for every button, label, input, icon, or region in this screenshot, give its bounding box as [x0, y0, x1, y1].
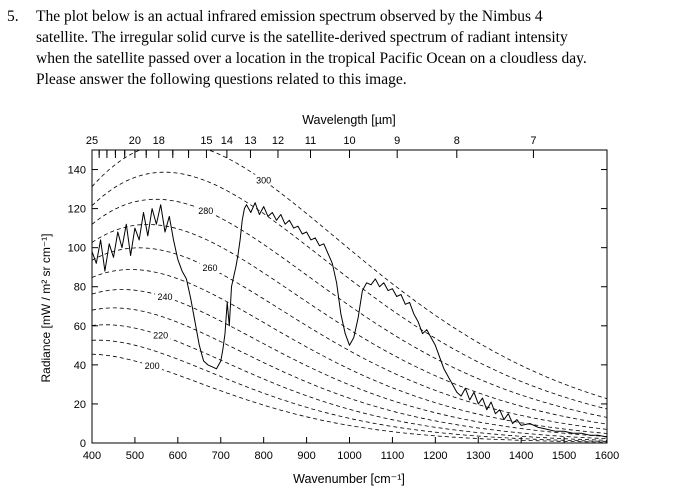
blackbody-label-bg	[200, 262, 221, 274]
x-tick-label: 1600	[595, 450, 619, 462]
question-line-3: when the satellite passed over a locatio…	[36, 50, 587, 67]
x-tick-label: 1400	[509, 450, 533, 462]
x-tick-label: 600	[169, 450, 187, 462]
y-tick-label: 140	[68, 165, 86, 177]
top-tick-label: 10	[343, 135, 355, 147]
y-tick-label: 100	[68, 243, 86, 255]
top-tick-label: 7	[530, 135, 536, 147]
x-tick-label: 1300	[466, 450, 490, 462]
blackbody-label-bg	[195, 204, 216, 216]
blackbody-curve-230	[92, 307, 607, 440]
x-tick-label: 500	[126, 450, 144, 462]
x-tick-label: 700	[212, 450, 230, 462]
y-axis-ticks: 0 20 40 60 80 100 120 140	[68, 165, 607, 450]
blackbody-label-bg	[150, 329, 171, 341]
x-axis-label: Wavenumber [cm⁻¹]	[293, 472, 405, 486]
y-axis-label: Radiance [mW / m² sr cm⁻¹]	[39, 233, 53, 382]
top-tick-label: 9	[394, 135, 400, 147]
top-axis-ticks: 25 20 18 15 14 13 12 11 10 9 8 7	[86, 135, 536, 158]
top-tick-label: 20	[129, 135, 141, 147]
x-tick-label: 800	[254, 450, 272, 462]
blackbody-label-240: 240	[157, 292, 172, 302]
top-tick-label: 14	[221, 135, 233, 147]
observed-spectrum-line	[92, 202, 607, 438]
x-tick-label: 1500	[552, 450, 576, 462]
blackbody-label-280: 280	[198, 206, 213, 216]
blackbody-label-200: 200	[145, 361, 160, 371]
y-tick-label: 60	[74, 321, 86, 333]
blackbody-label-260: 260	[203, 263, 218, 273]
question-line-4: Please answer the following questions re…	[36, 71, 407, 88]
y-tick-label: 80	[74, 282, 86, 294]
blackbody-curve-290	[92, 171, 607, 410]
x-axis-ticks: 400 500 600 700 800 900 1000 1100 1200 1300 1400 15…	[83, 437, 619, 462]
x-tick-label: 900	[297, 450, 315, 462]
x-tick-label: 400	[83, 450, 101, 462]
y-tick-label: 120	[68, 204, 86, 216]
blackbody-label-bg	[253, 174, 274, 186]
top-axis-label: Wavelength [µm]	[302, 113, 396, 127]
top-tick-label: 12	[272, 135, 284, 147]
y-tick-label: 40	[74, 360, 86, 372]
question-line-1: The plot below is an actual infrared emi…	[36, 8, 543, 25]
blackbody-label-300: 300	[256, 175, 271, 185]
blackbody-labels: 300 280 260 240 220 200	[142, 174, 274, 372]
question-number: 5.	[7, 8, 19, 25]
blackbody-curve-240	[92, 289, 607, 437]
blackbody-curve-260	[92, 247, 607, 430]
x-tick-label: 1000	[337, 450, 361, 462]
blackbody-curve-200	[92, 353, 607, 443]
top-tick-label: 8	[454, 135, 460, 147]
blackbody-curve-280	[92, 198, 607, 418]
blackbody-label-220: 220	[153, 330, 168, 340]
blackbody-curve-270	[92, 224, 607, 425]
question-line-2: satellite. The irregular solid curve is …	[36, 29, 568, 46]
blackbody-curve-250	[92, 269, 607, 434]
top-tick-label: 13	[244, 135, 256, 147]
blackbody-curve-300	[92, 150, 607, 400]
y-tick-label: 0	[80, 438, 86, 450]
x-tick-label: 1100	[381, 450, 405, 462]
top-tick-label: 18	[153, 135, 165, 147]
blackbody-label-bg	[142, 360, 163, 372]
question-text: The plot below is an actual infrared emi…	[36, 6, 676, 90]
x-tick-label: 1200	[423, 450, 447, 462]
blackbody-label-bg	[154, 290, 175, 302]
top-tick-label: 11	[305, 135, 316, 147]
blackbody-curve-220	[92, 324, 607, 441]
blackbody-curve-210	[92, 339, 607, 442]
top-tick-label: 15	[200, 135, 212, 147]
observed-spectrum	[92, 202, 607, 438]
y-tick-label: 20	[74, 399, 86, 411]
top-tick-label: 25	[86, 135, 98, 147]
